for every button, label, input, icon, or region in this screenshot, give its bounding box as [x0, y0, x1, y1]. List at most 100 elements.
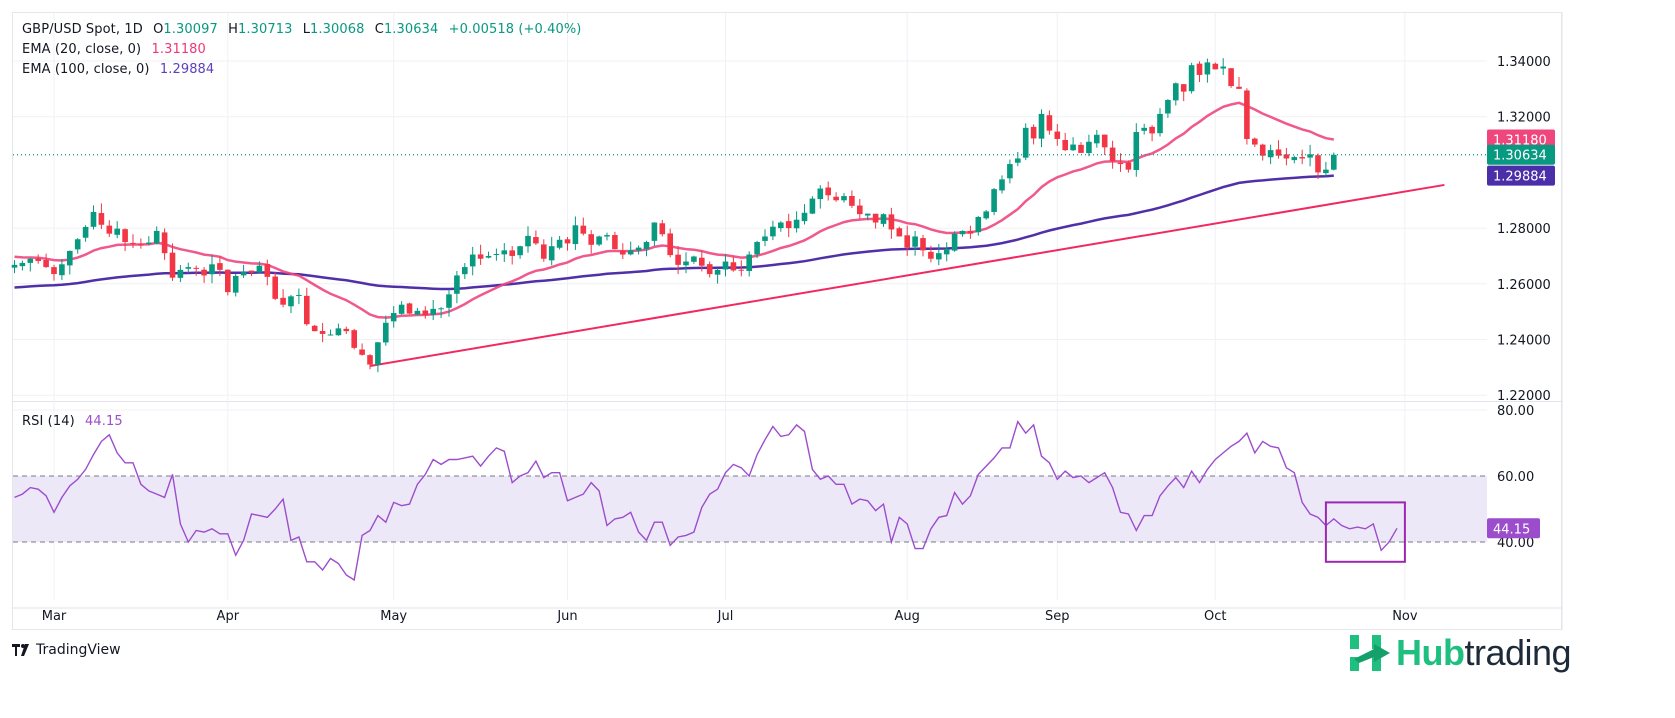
candle-body — [1196, 63, 1203, 75]
last-price-tag: 1.30634 — [1487, 144, 1555, 165]
ohlc-low: L1.30068 — [302, 22, 365, 37]
last-price-tag-text: 1.30634 — [1493, 149, 1547, 164]
candle — [438, 307, 444, 318]
candle-body — [620, 250, 626, 255]
candle — [612, 231, 618, 250]
candle-body — [1094, 134, 1100, 144]
candle-body — [517, 246, 523, 256]
candle — [1149, 125, 1155, 142]
candle-body — [438, 308, 444, 310]
candle — [169, 243, 176, 281]
legend-rsi[interactable]: RSI (14) 44.15 — [22, 414, 129, 429]
candle — [809, 196, 816, 215]
candle-body — [936, 253, 942, 260]
candle-body — [1054, 131, 1061, 139]
candle — [225, 269, 231, 296]
candle — [817, 185, 824, 209]
candle — [1007, 159, 1013, 184]
candle-body — [572, 225, 579, 245]
candle — [1125, 160, 1132, 173]
candle-body — [367, 355, 373, 365]
candle-body — [98, 213, 105, 225]
candle — [343, 326, 350, 335]
candle-body — [27, 258, 34, 263]
candle — [304, 287, 310, 326]
candle-body — [928, 251, 934, 259]
legend-ema100[interactable]: EMA (100, close, 0) 1.29884 — [22, 62, 220, 77]
candle-body — [912, 236, 918, 247]
candle — [469, 246, 476, 276]
candle — [675, 246, 681, 275]
candle-body — [185, 267, 192, 269]
candle — [1157, 108, 1163, 137]
candle-body — [153, 230, 160, 244]
ohlc-open: O1.30097 — [153, 22, 218, 37]
candle-body — [596, 236, 602, 245]
candle — [414, 307, 421, 315]
candle-body — [1125, 162, 1132, 170]
candle-body — [1086, 141, 1092, 154]
highlight-box-group — [1324, 501, 1406, 563]
candle-body — [627, 250, 634, 255]
candle — [193, 265, 199, 276]
candle — [1046, 110, 1053, 135]
candle — [1038, 109, 1045, 148]
candle-body — [146, 242, 152, 244]
candle — [1204, 58, 1211, 83]
candle-body — [809, 198, 816, 214]
candle — [635, 245, 642, 255]
candle-body — [951, 233, 958, 251]
time-tick-label: Aug — [895, 609, 920, 624]
candle — [90, 205, 97, 230]
candle — [1188, 62, 1195, 94]
time-tick-label: Apr — [217, 609, 240, 624]
candle — [1196, 61, 1203, 82]
candle-body — [454, 275, 460, 294]
symbol-title: GBP/USD Spot, 1D — [22, 22, 143, 37]
candle-body — [588, 234, 594, 245]
candle-body — [548, 246, 555, 261]
candle — [1141, 123, 1147, 135]
candle — [683, 252, 689, 274]
candle-body — [833, 196, 839, 201]
candle-body — [880, 214, 887, 224]
ohlc-change: +0.00518 (+0.40%) — [448, 22, 582, 37]
candle — [390, 306, 397, 328]
candle-body — [1070, 144, 1076, 151]
legend-ema20[interactable]: EMA (20, close, 0) 1.31180 — [22, 42, 212, 57]
candle — [667, 228, 673, 258]
tradingview-logo[interactable]: TradingView — [12, 642, 121, 658]
watermark-trading: trading — [1464, 632, 1572, 673]
candle — [967, 225, 974, 239]
candle — [51, 264, 57, 281]
candle-body — [288, 296, 294, 307]
candle-body — [264, 264, 271, 277]
rsi-line — [14, 419, 1398, 582]
candle — [209, 254, 215, 284]
candle — [1133, 123, 1140, 177]
rsi-value: 44.15 — [84, 414, 123, 429]
candle-body — [201, 269, 207, 276]
ema100-group — [14, 174, 1334, 291]
candle-body — [477, 254, 484, 259]
candle-body — [1331, 154, 1337, 170]
candle — [659, 219, 666, 237]
candle-body — [406, 303, 413, 314]
candle — [1180, 84, 1187, 102]
candle-body — [1038, 113, 1045, 139]
candle — [1101, 134, 1108, 155]
candle-body — [817, 188, 824, 200]
ema100-price-tag: 1.29884 — [1487, 165, 1555, 186]
candle-body — [327, 334, 334, 336]
candle — [74, 238, 81, 254]
candle — [398, 301, 405, 315]
candle — [754, 240, 760, 259]
candle — [627, 241, 634, 256]
candle — [35, 254, 41, 264]
candle — [833, 192, 839, 202]
candle-body — [746, 254, 752, 271]
rsi-band-fill — [13, 476, 1487, 542]
candle — [1165, 99, 1171, 118]
candle-body — [138, 244, 144, 246]
